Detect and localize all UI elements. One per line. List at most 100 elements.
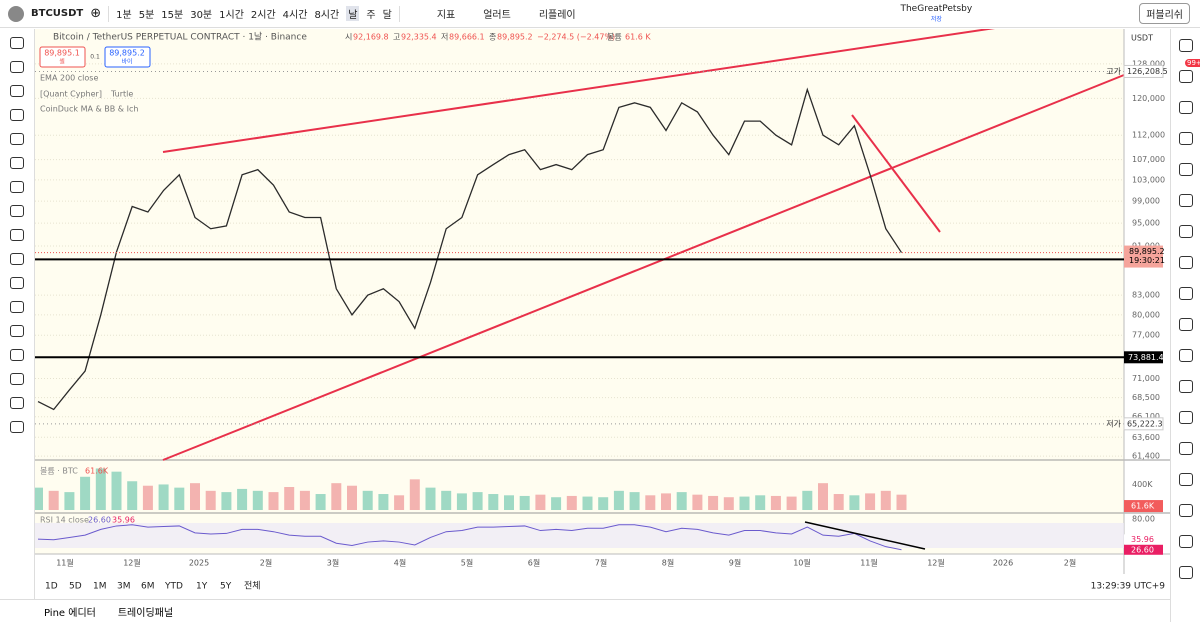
interval-button[interactable]: 1분 bbox=[116, 10, 132, 21]
publish-button[interactable]: 퍼블리쉬 bbox=[1139, 3, 1190, 24]
user[interactable]: TheGreatPetsby 저장 bbox=[900, 4, 972, 24]
interval-button[interactable]: 30분 bbox=[190, 10, 213, 21]
range-button[interactable]: 전체 bbox=[244, 581, 261, 592]
side-icon[interactable] bbox=[1179, 256, 1193, 269]
range-button[interactable]: 1D bbox=[45, 582, 58, 592]
add-symbol[interactable]: ⊕ bbox=[90, 6, 102, 21]
range-button[interactable]: 5D bbox=[69, 582, 82, 592]
ohlc-label: 종 bbox=[489, 33, 496, 42]
range-button[interactable]: 1M bbox=[93, 582, 107, 592]
side-icon[interactable] bbox=[1179, 442, 1193, 455]
time-label: 5월 bbox=[461, 558, 473, 568]
volume-bar bbox=[190, 483, 200, 510]
symbol[interactable]: BTCUSDT bbox=[31, 8, 84, 19]
side-icon[interactable] bbox=[1179, 473, 1193, 486]
avatar[interactable] bbox=[8, 5, 24, 22]
side-icon[interactable] bbox=[1179, 101, 1193, 114]
range-button[interactable]: 1Y bbox=[196, 582, 208, 592]
tool-button[interactable]: 얼러트 bbox=[483, 10, 511, 21]
legend-title: Bitcoin / TetherUS PERPETUAL CONTRACT · … bbox=[53, 32, 307, 43]
tool-icon[interactable] bbox=[10, 157, 24, 169]
indicator-label[interactable]: Turtle bbox=[110, 90, 133, 99]
tool-icon[interactable] bbox=[10, 109, 24, 121]
volume-bar bbox=[645, 495, 656, 510]
side-icon[interactable] bbox=[1179, 411, 1193, 424]
trend-line bbox=[162, 74, 1125, 461]
tool-button[interactable]: 지표 bbox=[436, 10, 456, 21]
tool-icon[interactable] bbox=[10, 277, 24, 289]
ohlc-value: 92,169.8 bbox=[353, 33, 389, 42]
side-icon[interactable] bbox=[1179, 132, 1193, 145]
interval-button[interactable]: 8시간 bbox=[314, 10, 340, 21]
low-tag: 저가 bbox=[1106, 419, 1121, 428]
indicator-label[interactable]: EMA 200 close bbox=[40, 74, 98, 83]
side-icon[interactable] bbox=[1179, 163, 1193, 176]
volume-bar bbox=[629, 492, 640, 510]
side-icon[interactable] bbox=[1179, 504, 1193, 517]
tool-icon[interactable] bbox=[10, 349, 24, 361]
tool-icon[interactable] bbox=[10, 61, 24, 73]
tool-icon[interactable] bbox=[10, 301, 24, 313]
side-icon[interactable] bbox=[1179, 535, 1193, 548]
tool-icon[interactable] bbox=[10, 181, 24, 193]
volume-bar bbox=[472, 492, 483, 510]
side-icon[interactable] bbox=[1179, 349, 1193, 362]
interval-button[interactable]: 4시간 bbox=[282, 10, 308, 21]
range-button[interactable]: YTD bbox=[164, 582, 183, 592]
volume-bar bbox=[142, 485, 153, 510]
tool-button[interactable]: 리플레이 bbox=[538, 10, 576, 21]
tool-icon[interactable] bbox=[10, 37, 24, 49]
bottom-tab[interactable]: Pine 에디터 bbox=[44, 607, 96, 619]
volume-bar bbox=[833, 494, 844, 510]
tool-icon[interactable] bbox=[10, 253, 24, 265]
time-label: 11월 bbox=[860, 558, 878, 568]
side-icon[interactable] bbox=[1179, 39, 1193, 52]
tool-icon[interactable] bbox=[10, 229, 24, 241]
interval-button[interactable]: 날 bbox=[346, 6, 360, 21]
sell-box[interactable] bbox=[39, 46, 86, 68]
side-icon[interactable] bbox=[1179, 287, 1193, 300]
bottom-tab[interactable]: 트레이딩패널 bbox=[117, 607, 174, 619]
side-icon[interactable] bbox=[1179, 380, 1193, 393]
side-icon[interactable] bbox=[1179, 566, 1193, 579]
tool-icon[interactable] bbox=[10, 133, 24, 145]
interval-button[interactable]: 2시간 bbox=[250, 10, 276, 21]
interval-button[interactable]: 1시간 bbox=[219, 10, 244, 21]
interval-button[interactable]: 5분 bbox=[138, 10, 155, 21]
interval-button[interactable]: 15분 bbox=[161, 10, 184, 21]
interval-button[interactable]: 주 bbox=[366, 10, 376, 21]
volume-bar bbox=[504, 495, 514, 510]
time-label: 3월 bbox=[327, 558, 339, 568]
interval-button[interactable]: 달 bbox=[382, 10, 392, 21]
indicator-label[interactable]: CoinDuck MA & BB & Ich bbox=[40, 105, 138, 114]
tool-icon[interactable] bbox=[10, 205, 24, 217]
volume-bar bbox=[582, 496, 593, 510]
side-icon[interactable] bbox=[1179, 70, 1193, 83]
tool-icon[interactable] bbox=[10, 373, 24, 385]
volume-bar bbox=[205, 490, 216, 510]
tool-icon[interactable] bbox=[10, 85, 24, 97]
range-button[interactable]: 3M bbox=[117, 582, 131, 592]
tool-icon[interactable] bbox=[10, 421, 24, 433]
tool-icon[interactable] bbox=[10, 397, 24, 409]
volume-value: 61.6 K bbox=[625, 33, 651, 42]
volume-legend-value: 61.6K bbox=[85, 467, 109, 476]
right-sidebar: 99+ bbox=[1170, 29, 1200, 622]
clock: 13:29:39 UTC+9 bbox=[1091, 582, 1166, 592]
volume-bar bbox=[127, 481, 138, 510]
time-label: 4월 bbox=[394, 558, 406, 568]
range-button[interactable]: 5Y bbox=[220, 582, 232, 592]
volume-bar bbox=[755, 495, 766, 510]
level-label: 73,881.4 bbox=[1128, 353, 1164, 362]
level-label-bg bbox=[1124, 351, 1163, 364]
sell-price: 89,895.1 bbox=[44, 49, 80, 58]
side-icon[interactable] bbox=[1179, 194, 1193, 207]
tool-icon[interactable] bbox=[10, 325, 24, 337]
range-button[interactable]: 6M bbox=[141, 582, 155, 592]
volume-bar bbox=[315, 494, 326, 510]
side-icon[interactable] bbox=[1179, 318, 1193, 331]
chart-background bbox=[35, 29, 1124, 554]
buy-box[interactable] bbox=[104, 46, 151, 68]
side-icon[interactable] bbox=[1179, 225, 1193, 238]
indicator-label[interactable]: [Quant Cypher] bbox=[40, 90, 102, 99]
